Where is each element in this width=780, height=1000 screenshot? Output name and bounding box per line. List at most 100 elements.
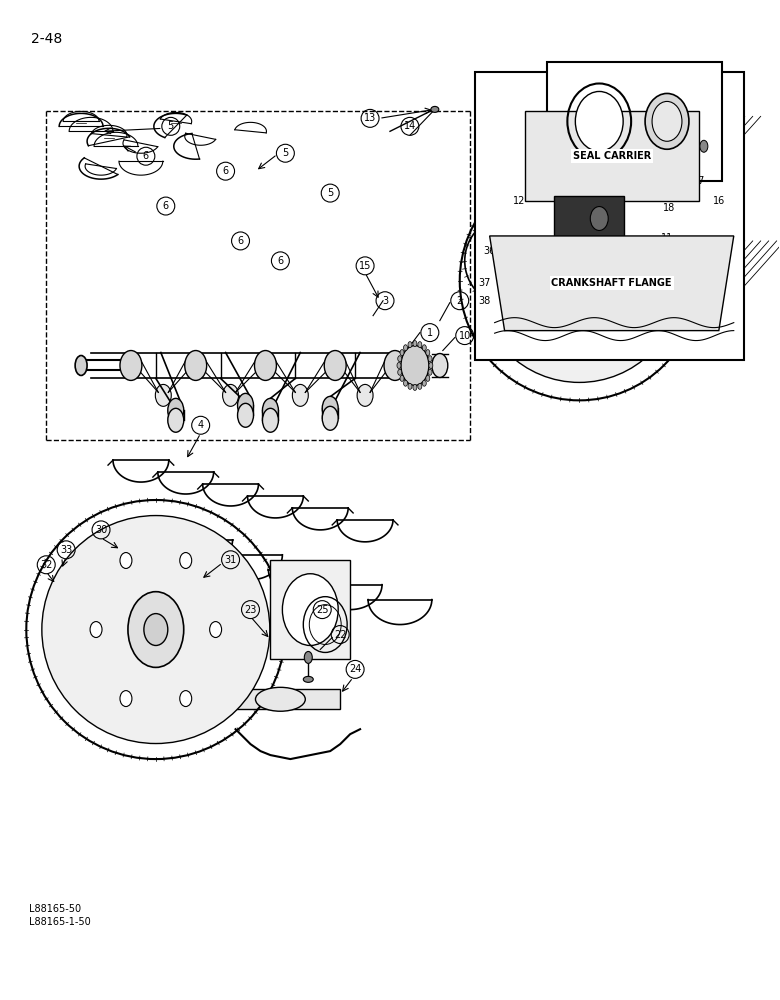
Ellipse shape [398, 369, 402, 375]
Ellipse shape [168, 408, 184, 432]
Ellipse shape [322, 396, 339, 420]
Ellipse shape [256, 352, 275, 379]
Ellipse shape [254, 351, 276, 380]
Ellipse shape [324, 351, 346, 380]
Text: 5: 5 [282, 148, 289, 158]
Text: 23: 23 [244, 605, 257, 615]
Text: CRANKSHAFT FLANGE: CRANKSHAFT FLANGE [551, 278, 672, 288]
Ellipse shape [120, 691, 132, 707]
Ellipse shape [519, 274, 530, 288]
Ellipse shape [155, 384, 172, 406]
Text: 6: 6 [278, 256, 283, 266]
Ellipse shape [629, 274, 639, 288]
Text: L88165-1-50: L88165-1-50 [30, 917, 91, 927]
Ellipse shape [565, 261, 594, 301]
Ellipse shape [549, 241, 609, 321]
Ellipse shape [75, 356, 87, 375]
Ellipse shape [120, 553, 132, 568]
Text: 5: 5 [327, 188, 333, 198]
Text: 18: 18 [663, 203, 675, 213]
Ellipse shape [400, 375, 404, 381]
Ellipse shape [590, 207, 608, 230]
Ellipse shape [210, 622, 222, 638]
Ellipse shape [418, 342, 422, 348]
Ellipse shape [185, 351, 207, 380]
Text: 5: 5 [168, 121, 174, 131]
Circle shape [42, 516, 270, 744]
Text: 22: 22 [334, 630, 346, 640]
Text: 33: 33 [60, 545, 73, 555]
Circle shape [478, 229, 541, 292]
Ellipse shape [292, 384, 308, 406]
Ellipse shape [547, 213, 557, 227]
Text: 16: 16 [713, 196, 725, 206]
Ellipse shape [576, 91, 623, 151]
Text: 6: 6 [222, 166, 229, 176]
Ellipse shape [432, 354, 448, 377]
Ellipse shape [304, 651, 312, 663]
Text: 17: 17 [693, 176, 705, 186]
Ellipse shape [168, 398, 184, 422]
Ellipse shape [601, 334, 612, 348]
Text: 32: 32 [40, 560, 52, 570]
Text: 37: 37 [478, 278, 491, 288]
Ellipse shape [674, 226, 694, 256]
Ellipse shape [256, 687, 305, 711]
Ellipse shape [322, 406, 339, 430]
Text: 31: 31 [225, 555, 236, 565]
Text: 10: 10 [459, 331, 471, 341]
Ellipse shape [709, 202, 719, 210]
Text: 2: 2 [456, 296, 463, 306]
Text: 2-48: 2-48 [31, 32, 62, 46]
Ellipse shape [398, 356, 402, 362]
Polygon shape [490, 236, 734, 331]
Ellipse shape [90, 622, 102, 638]
Ellipse shape [303, 676, 314, 682]
Bar [524, 111, 699, 201]
Ellipse shape [426, 350, 430, 356]
Ellipse shape [120, 351, 142, 380]
Text: 4: 4 [197, 420, 204, 430]
Polygon shape [221, 689, 340, 709]
Ellipse shape [408, 342, 412, 348]
Bar [475, 72, 744, 360]
Ellipse shape [403, 345, 407, 351]
Ellipse shape [401, 346, 429, 385]
Ellipse shape [691, 209, 707, 233]
Ellipse shape [121, 352, 141, 379]
Ellipse shape [426, 375, 430, 381]
Ellipse shape [645, 93, 689, 149]
Ellipse shape [700, 140, 708, 152]
Ellipse shape [422, 380, 427, 386]
Ellipse shape [413, 341, 417, 347]
Ellipse shape [422, 345, 427, 351]
Ellipse shape [262, 408, 278, 432]
Ellipse shape [179, 553, 192, 568]
Text: 6: 6 [237, 236, 243, 246]
Text: 11: 11 [661, 233, 673, 243]
Ellipse shape [418, 383, 422, 389]
Text: 24: 24 [349, 664, 361, 674]
Ellipse shape [652, 101, 682, 141]
Ellipse shape [282, 574, 339, 645]
Ellipse shape [238, 403, 254, 427]
Ellipse shape [413, 384, 417, 390]
Ellipse shape [262, 398, 278, 422]
Text: 15: 15 [359, 261, 371, 271]
Text: 3: 3 [382, 296, 388, 306]
Polygon shape [555, 196, 624, 241]
Ellipse shape [128, 592, 184, 667]
Ellipse shape [408, 383, 412, 389]
Bar [548, 62, 722, 181]
Text: 39: 39 [588, 146, 601, 156]
Ellipse shape [384, 351, 406, 380]
Text: 25: 25 [316, 605, 328, 615]
Ellipse shape [397, 362, 401, 368]
Text: 30: 30 [95, 525, 107, 535]
Ellipse shape [222, 384, 239, 406]
Text: 12: 12 [513, 196, 526, 206]
Text: 1: 1 [427, 328, 433, 338]
Ellipse shape [144, 614, 168, 645]
Ellipse shape [325, 352, 346, 379]
Text: SEAL CARRIER: SEAL CARRIER [573, 151, 651, 161]
